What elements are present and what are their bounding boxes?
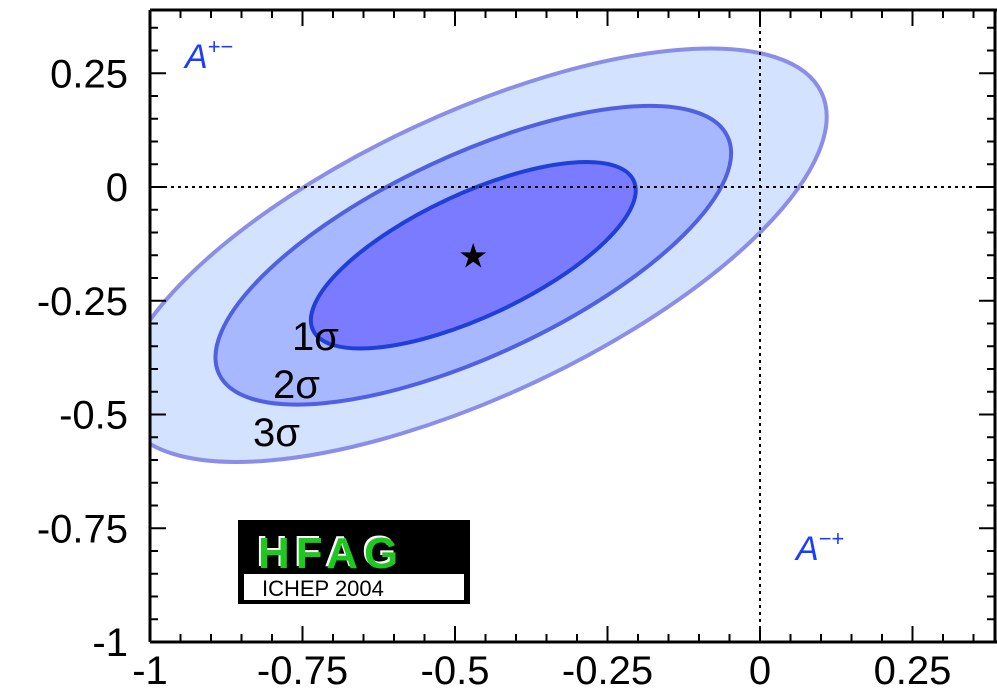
contour-layers: [150, 46, 829, 464]
contour-1sigma: [308, 160, 638, 351]
sigma-label-2: 2σ: [273, 363, 320, 407]
x-tick-label: 0.25: [874, 649, 952, 689]
axis-ticks: [149, 10, 995, 643]
x-tick-label: -0.25: [562, 649, 653, 689]
x-tick-label: 0: [749, 649, 771, 689]
x-axis-title: A−+: [794, 526, 844, 568]
tick-labels: -1 -0.75 -0.5 -0.25 0 0.25 0.25 0 -0.25 -0.5 -0.75…: [37, 52, 952, 689]
y-tick-label: -1: [92, 621, 128, 665]
x-tick-label: -1: [132, 649, 168, 689]
best-fit-star: ★: [458, 236, 488, 276]
reference-lines: [150, 10, 997, 642]
logo-main-text: HFAG: [256, 527, 402, 576]
logo-main-text-green: HFAG: [258, 529, 404, 578]
sigma-label-1: 1σ: [292, 315, 339, 359]
y-tick-label: -0.5: [59, 394, 128, 438]
plot-frame: [148, 8, 997, 644]
x-tick-label: -0.5: [421, 649, 490, 689]
y-tick-label: -0.25: [37, 280, 128, 324]
x-tick-label: -0.75: [257, 649, 348, 689]
y-axis-title: A+−: [183, 34, 233, 76]
hfag-logo: HFAG HFAG ICHEP 2004: [238, 520, 470, 604]
sigma-label-3: 3σ: [253, 411, 300, 455]
y-tick-label: 0.25: [50, 52, 128, 96]
y-tick-label: -0.75: [37, 507, 128, 551]
y-tick-label: 0: [106, 166, 128, 210]
logo-sub-text: ICHEP 2004: [262, 576, 384, 601]
